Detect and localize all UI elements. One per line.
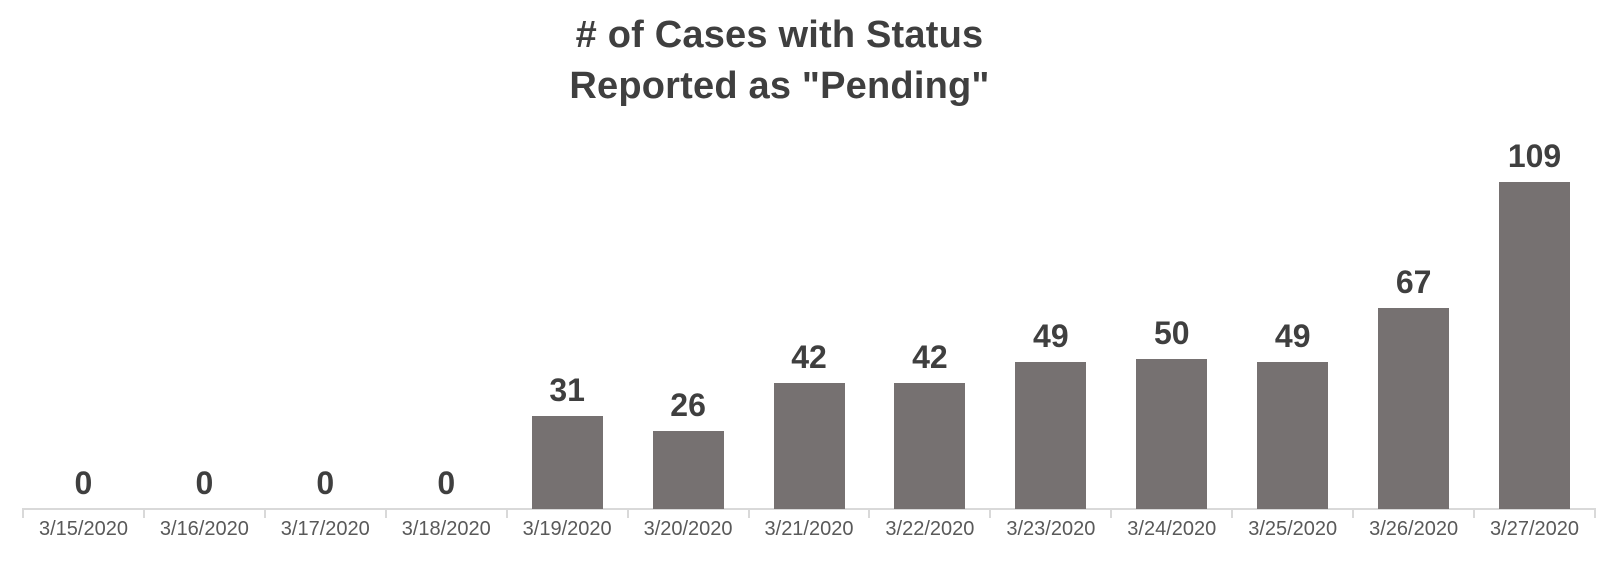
chart-title: # of Cases with Status Reported as "Pend…	[0, 10, 1559, 112]
bar-3/19/2020	[531, 416, 603, 509]
x-axis-label-3/27/2020: 3/27/2020	[1490, 518, 1580, 540]
x-axis-tick	[868, 509, 871, 518]
x-axis-label-3/17/2020: 3/17/2020	[280, 518, 370, 540]
value-label-3/24/2020: 50	[1153, 315, 1190, 351]
x-axis-label-3/18/2020: 3/18/2020	[401, 518, 491, 540]
x-axis-tick	[1594, 509, 1596, 518]
x-axis-label-3/26/2020: 3/26/2020	[1369, 518, 1459, 540]
x-axis-tick	[1110, 509, 1113, 518]
value-label-3/15/2020: 0	[74, 465, 93, 501]
value-label-3/27/2020: 109	[1507, 138, 1562, 174]
x-axis-label-3/15/2020: 3/15/2020	[38, 518, 128, 540]
x-axis-label-3/16/2020: 3/16/2020	[159, 518, 249, 540]
x-axis-tick	[263, 509, 266, 518]
bar-3/27/2020	[1499, 182, 1571, 509]
x-axis-label-3/24/2020: 3/24/2020	[1127, 518, 1217, 540]
bar-3/25/2020	[1257, 362, 1329, 509]
bar-3/26/2020	[1378, 308, 1450, 509]
x-axis-label-3/22/2020: 3/22/2020	[885, 518, 975, 540]
bar-3/24/2020	[1136, 359, 1208, 509]
x-axis-tick	[384, 509, 387, 518]
x-axis-tick	[626, 509, 629, 518]
x-axis-tick	[1473, 509, 1476, 518]
value-label-3/25/2020: 49	[1274, 318, 1311, 354]
x-axis-label-3/25/2020: 3/25/2020	[1248, 518, 1338, 540]
x-axis-tick	[989, 509, 992, 518]
value-label-3/23/2020: 49	[1033, 318, 1069, 354]
x-axis-tick	[747, 509, 750, 518]
x-axis-label-3/20/2020: 3/20/2020	[643, 518, 733, 540]
value-label-3/19/2020: 31	[549, 372, 585, 408]
x-axis-label-3/21/2020: 3/21/2020	[764, 518, 854, 540]
value-label-3/20/2020: 26	[670, 387, 706, 423]
x-axis-tick	[1352, 509, 1355, 518]
value-label-3/22/2020: 42	[912, 339, 948, 375]
bar-3/21/2020	[773, 383, 845, 509]
x-axis-tick	[142, 509, 145, 518]
value-label-3/17/2020: 0	[316, 465, 335, 501]
bar-3/20/2020	[652, 431, 724, 509]
value-label-3/18/2020: 0	[437, 465, 456, 501]
chart-title-line-1: # of Cases with Status	[575, 14, 984, 56]
x-axis-label-3/23/2020: 3/23/2020	[1006, 518, 1096, 540]
bar-3/22/2020	[894, 383, 966, 509]
value-label-3/21/2020: 42	[791, 339, 827, 375]
x-axis-tick	[1231, 509, 1234, 518]
bar-3/23/2020	[1015, 362, 1087, 509]
value-label-3/26/2020: 67	[1395, 264, 1432, 300]
chart-title-line-2: Reported as "Pending"	[569, 65, 990, 107]
x-axis-tick	[22, 509, 24, 518]
x-axis-tick	[505, 509, 508, 518]
x-axis-label-3/19/2020: 3/19/2020	[522, 518, 612, 540]
value-label-3/16/2020: 0	[195, 465, 214, 501]
x-axis-line	[22, 508, 1596, 510]
